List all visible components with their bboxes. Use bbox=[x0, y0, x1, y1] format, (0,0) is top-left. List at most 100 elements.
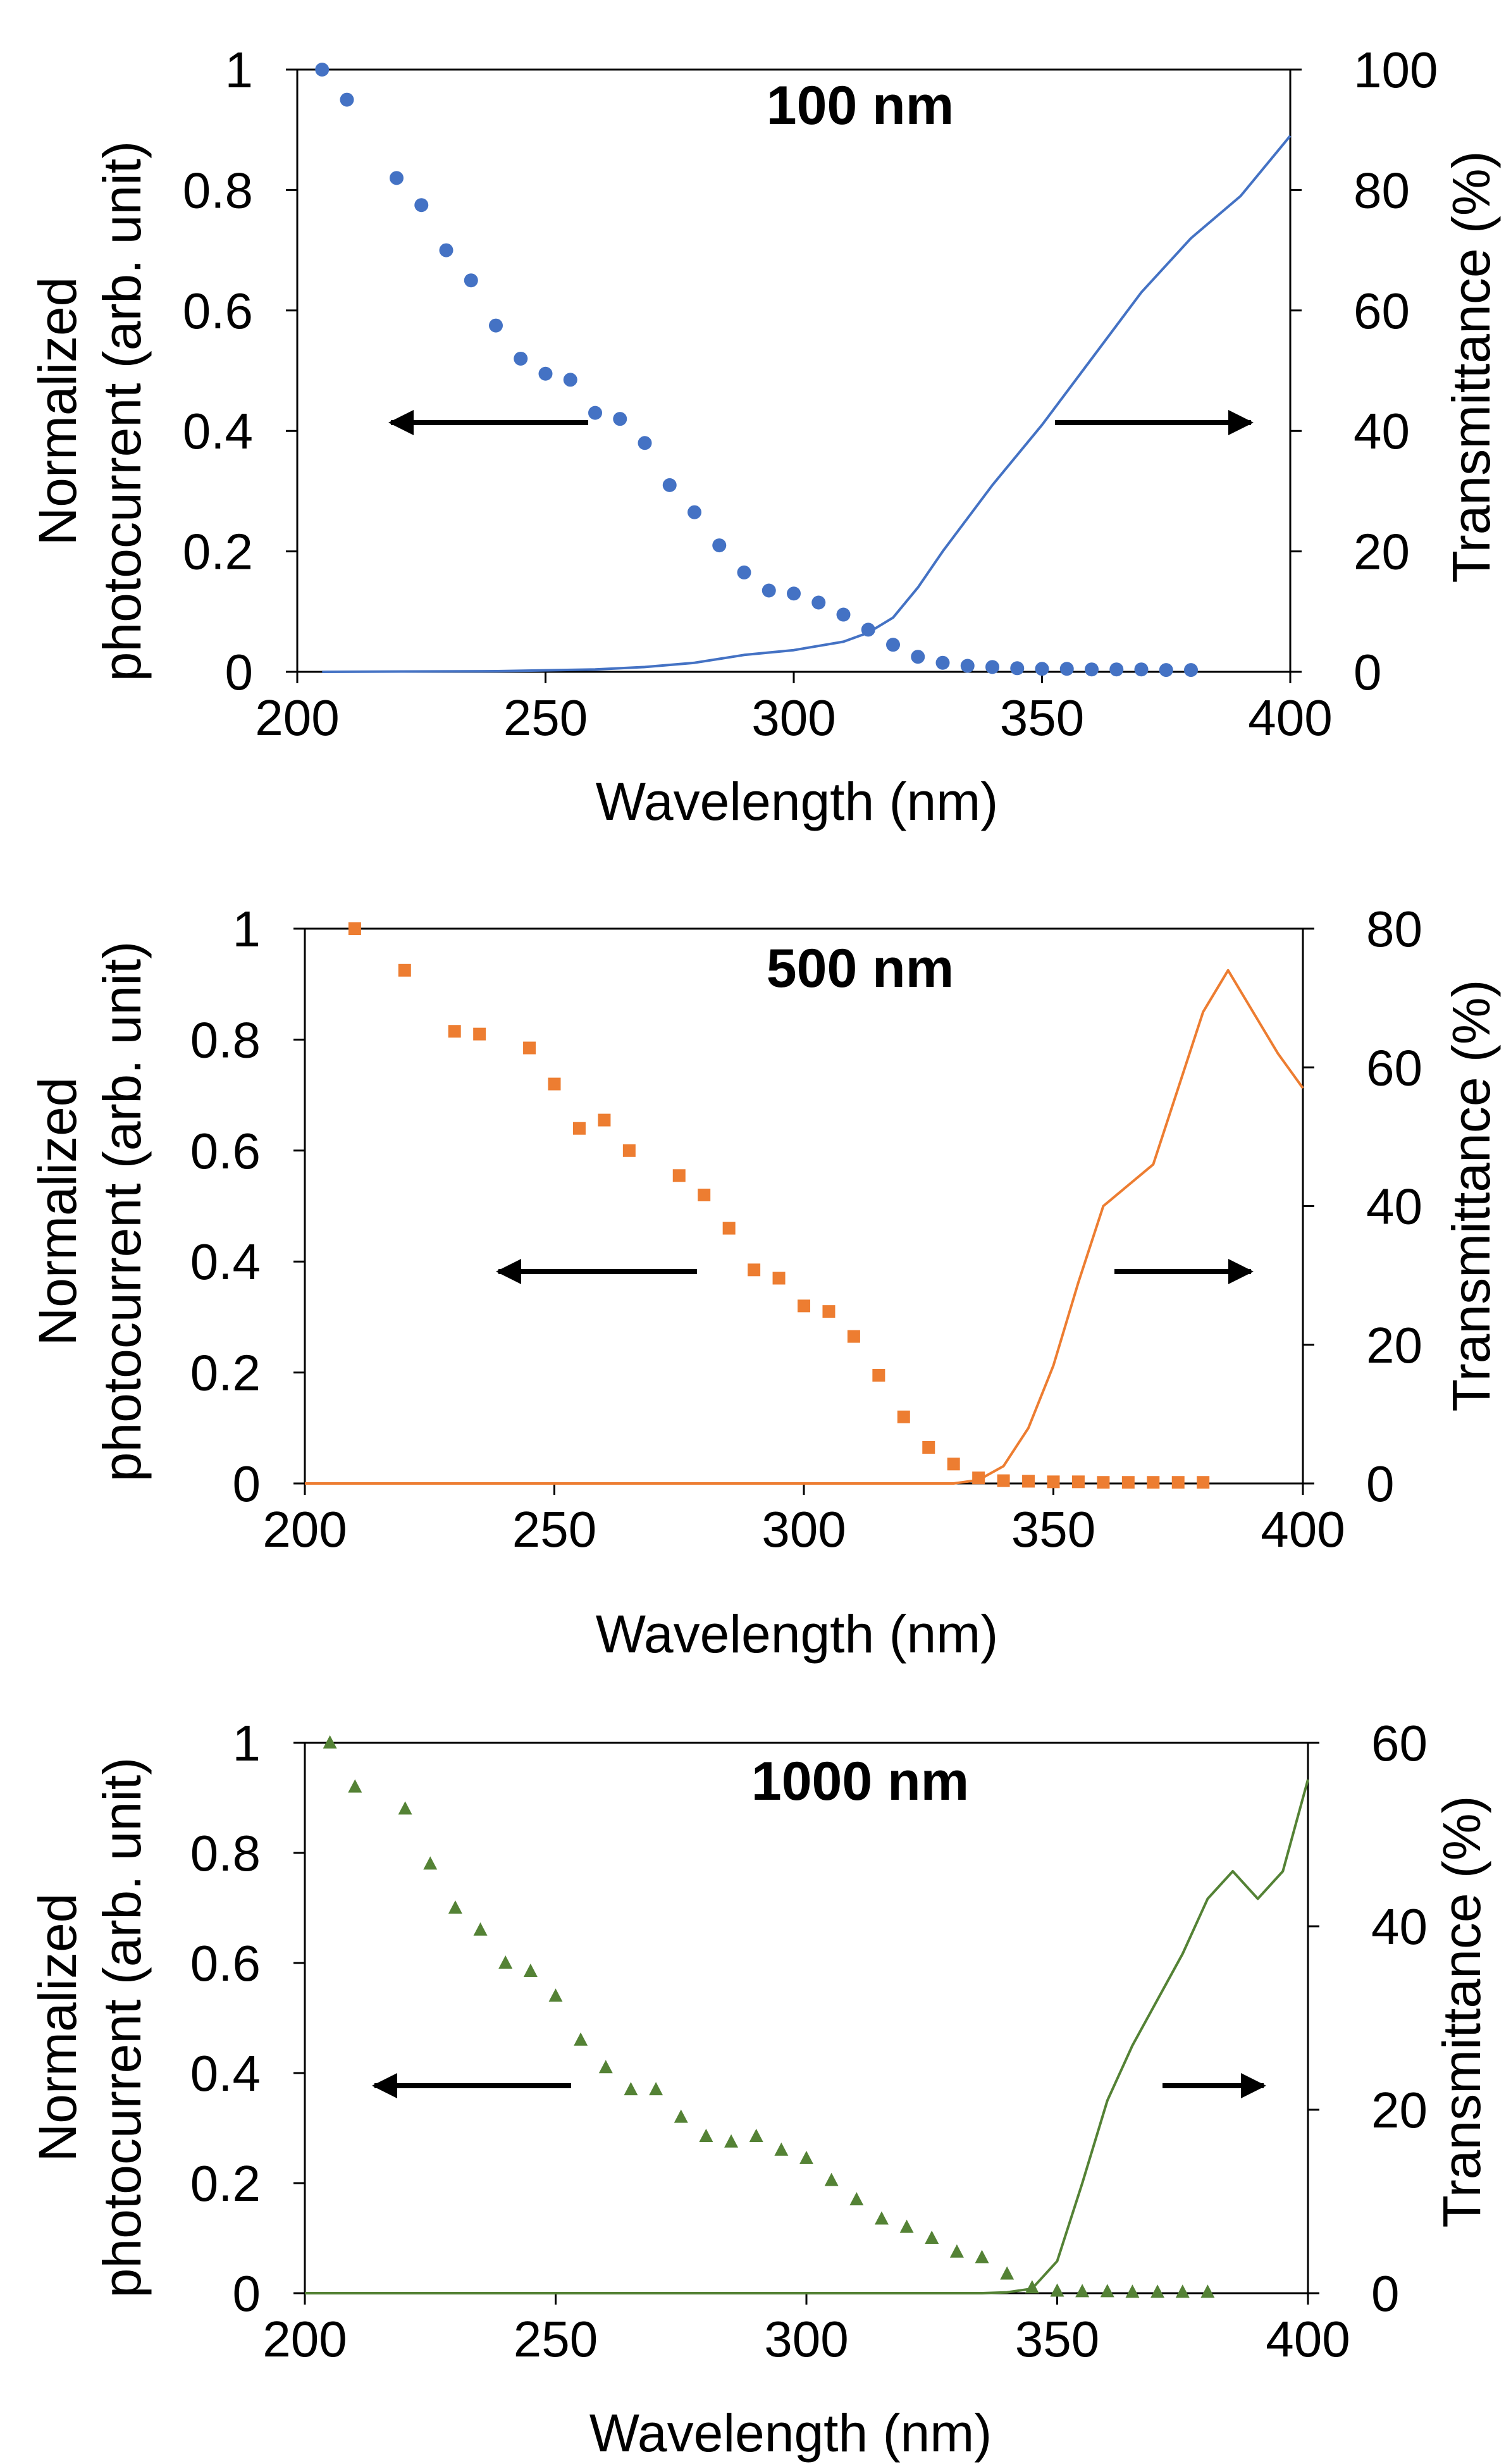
photocurrent-point bbox=[949, 2244, 964, 2258]
photocurrent-point bbox=[798, 1299, 810, 1313]
photocurrent-point bbox=[1150, 2284, 1165, 2298]
y-tick-label-left: 1 bbox=[225, 42, 254, 98]
x-tick-label: 250 bbox=[503, 690, 588, 746]
photocurrent-point bbox=[762, 583, 776, 598]
photocurrent-point bbox=[935, 655, 950, 670]
photocurrent-point bbox=[1184, 663, 1198, 678]
photocurrent-point bbox=[847, 1330, 860, 1343]
y-axis-title-left-line1: Normalized bbox=[28, 277, 87, 546]
photocurrent-point bbox=[1025, 2280, 1039, 2294]
photocurrent-point bbox=[836, 607, 851, 622]
photocurrent-point bbox=[1147, 1476, 1160, 1489]
photocurrent-point bbox=[737, 565, 751, 579]
photocurrent-point bbox=[514, 351, 528, 366]
x-tick-label: 200 bbox=[262, 1501, 347, 1557]
y-tick-label-left: 0.2 bbox=[190, 1345, 261, 1401]
photocurrent-point bbox=[672, 1169, 686, 1182]
photocurrent-point bbox=[1085, 662, 1099, 677]
photocurrent-point bbox=[774, 2142, 789, 2156]
photocurrent-point bbox=[872, 1368, 885, 1382]
x-axis-title: Wavelength (nm) bbox=[596, 1604, 998, 1664]
photocurrent-point bbox=[598, 2060, 613, 2074]
y-tick-label-left: 1 bbox=[233, 1715, 261, 1771]
photocurrent-point bbox=[997, 1474, 1010, 1487]
photocurrent-point bbox=[674, 2109, 688, 2123]
photocurrent-point bbox=[811, 595, 826, 610]
photocurrent-point bbox=[922, 1440, 935, 1454]
y-tick-label-left: 0 bbox=[233, 2265, 261, 2322]
chart-panel-1000nm: 1000 nm Wavelength (nm) Normalized photo… bbox=[28, 1715, 1491, 2463]
y-tick-label-left: 0.6 bbox=[183, 283, 253, 339]
photocurrent-point bbox=[1109, 662, 1124, 677]
photocurrent-point bbox=[398, 1801, 412, 1815]
photocurrent-point bbox=[1059, 662, 1074, 676]
photocurrent-point bbox=[1050, 2283, 1064, 2297]
photocurrent-point bbox=[886, 638, 900, 652]
y-tick-label-right: 60 bbox=[1366, 1039, 1422, 1096]
y-axis-title-left-line2: photocurrent (arb. unit) bbox=[92, 1757, 152, 2298]
photocurrent-point bbox=[947, 1458, 960, 1471]
photocurrent-point bbox=[1022, 1475, 1035, 1488]
x-tick-label: 350 bbox=[1011, 1501, 1095, 1557]
y-tick-label-left: 0.8 bbox=[190, 1825, 261, 1881]
photocurrent-point bbox=[1000, 2266, 1015, 2280]
photocurrent-point bbox=[749, 2129, 763, 2143]
photocurrent-point bbox=[822, 1305, 836, 1318]
photocurrent-point bbox=[772, 1272, 786, 1285]
photocurrent-point bbox=[473, 1027, 486, 1041]
chart-panel-100nm: 100 nm Wavelength (nm) Normalized photoc… bbox=[28, 42, 1501, 831]
photocurrent-point bbox=[712, 538, 727, 553]
photocurrent-point bbox=[960, 659, 975, 673]
photocurrent-point bbox=[624, 2082, 638, 2096]
photocurrent-point bbox=[1171, 1476, 1185, 1489]
y-tick-label-right: 80 bbox=[1354, 162, 1410, 218]
y-tick-label-right: 80 bbox=[1366, 901, 1422, 957]
photocurrent-point bbox=[1125, 2284, 1140, 2298]
x-axis-title: Wavelength (nm) bbox=[596, 772, 998, 831]
y-tick-label-right: 40 bbox=[1366, 1179, 1422, 1235]
photocurrent-point bbox=[1121, 1476, 1135, 1489]
panel-title: 500 nm bbox=[767, 938, 954, 999]
plot-area-frame bbox=[304, 927, 1304, 1485]
photocurrent-point bbox=[489, 318, 503, 333]
x-axis-title: Wavelength (nm) bbox=[589, 2403, 992, 2463]
y-tick-label-left: 0.4 bbox=[190, 1234, 261, 1290]
x-tick-label: 200 bbox=[262, 2311, 347, 2367]
photocurrent-point bbox=[348, 922, 361, 935]
photocurrent-point bbox=[398, 963, 411, 977]
photocurrent-point bbox=[348, 1779, 362, 1793]
y-tick-label-left: 0.8 bbox=[190, 1012, 261, 1068]
plot-area-frame bbox=[296, 68, 1292, 673]
photocurrent-point bbox=[598, 1113, 611, 1127]
photocurrent-point bbox=[523, 1041, 536, 1055]
y-axis-title-left-line1: Normalized bbox=[28, 1893, 87, 2162]
photocurrent-point bbox=[448, 1900, 462, 1914]
photocurrent-point bbox=[899, 2219, 914, 2233]
photocurrent-point bbox=[548, 1988, 563, 2002]
photocurrent-point bbox=[1010, 661, 1025, 676]
transmittance-line bbox=[305, 969, 1304, 1485]
photocurrent-point bbox=[1197, 1476, 1210, 1489]
x-tick-label: 400 bbox=[1248, 690, 1332, 746]
photocurrent-point bbox=[849, 2192, 864, 2206]
photocurrent-point bbox=[439, 243, 453, 257]
photocurrent-point bbox=[498, 1955, 513, 1969]
photocurrent-point bbox=[1159, 663, 1173, 678]
transmittance-line bbox=[322, 135, 1292, 673]
y-axis-title-left-line2: photocurrent (arb. unit) bbox=[92, 141, 152, 681]
photocurrent-point bbox=[448, 1025, 461, 1038]
photocurrent-point bbox=[1175, 2284, 1190, 2298]
photocurrent-point bbox=[799, 2150, 813, 2164]
photocurrent-point bbox=[588, 406, 602, 420]
y-tick-label-right: 100 bbox=[1354, 42, 1438, 98]
y-tick-label-right: 20 bbox=[1371, 2082, 1428, 2138]
photocurrent-point bbox=[538, 366, 553, 381]
photocurrent-point bbox=[662, 478, 677, 492]
photocurrent-point bbox=[638, 436, 652, 450]
photocurrent-point bbox=[1134, 662, 1149, 677]
photocurrent-point bbox=[563, 373, 577, 387]
y-tick-label-right: 20 bbox=[1366, 1317, 1422, 1373]
x-tick-label: 350 bbox=[1000, 690, 1084, 746]
photocurrent-point bbox=[824, 2172, 839, 2186]
